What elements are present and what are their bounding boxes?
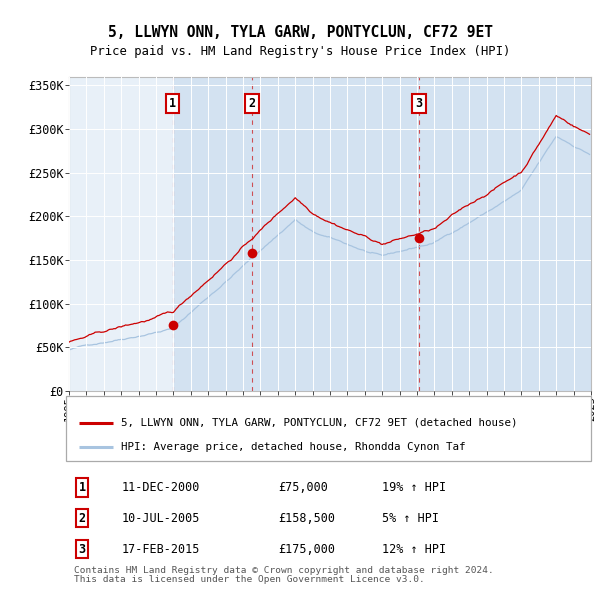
Text: 5, LLWYN ONN, TYLA GARW, PONTYCLUN, CF72 9ET: 5, LLWYN ONN, TYLA GARW, PONTYCLUN, CF72… (107, 25, 493, 40)
Text: Contains HM Land Registry data © Crown copyright and database right 2024.: Contains HM Land Registry data © Crown c… (74, 566, 494, 575)
Text: Price paid vs. HM Land Registry's House Price Index (HPI): Price paid vs. HM Land Registry's House … (90, 45, 510, 58)
Text: 3: 3 (79, 543, 86, 556)
Text: 11-DEC-2000: 11-DEC-2000 (121, 481, 200, 494)
Bar (252, 77, 419, 391)
Text: HPI: Average price, detached house, Rhondda Cynon Taf: HPI: Average price, detached house, Rhon… (121, 442, 466, 452)
Text: This data is licensed under the Open Government Licence v3.0.: This data is licensed under the Open Gov… (74, 575, 425, 584)
Text: 17-FEB-2015: 17-FEB-2015 (121, 543, 200, 556)
Text: 5% ↑ HPI: 5% ↑ HPI (382, 512, 439, 525)
Text: 5, LLWYN ONN, TYLA GARW, PONTYCLUN, CF72 9ET (detached house): 5, LLWYN ONN, TYLA GARW, PONTYCLUN, CF72… (121, 418, 518, 428)
Text: 2: 2 (248, 97, 256, 110)
Text: 1: 1 (79, 481, 86, 494)
Text: £175,000: £175,000 (278, 543, 335, 556)
Text: 12% ↑ HPI: 12% ↑ HPI (382, 543, 446, 556)
Text: £158,500: £158,500 (278, 512, 335, 525)
FancyBboxPatch shape (67, 396, 591, 461)
Text: 1: 1 (169, 97, 176, 110)
Text: 3: 3 (416, 97, 422, 110)
Bar (173, 77, 252, 391)
Text: 19% ↑ HPI: 19% ↑ HPI (382, 481, 446, 494)
Text: 10-JUL-2005: 10-JUL-2005 (121, 512, 200, 525)
Text: 2: 2 (79, 512, 86, 525)
Bar (419, 77, 591, 391)
Text: £75,000: £75,000 (278, 481, 328, 494)
